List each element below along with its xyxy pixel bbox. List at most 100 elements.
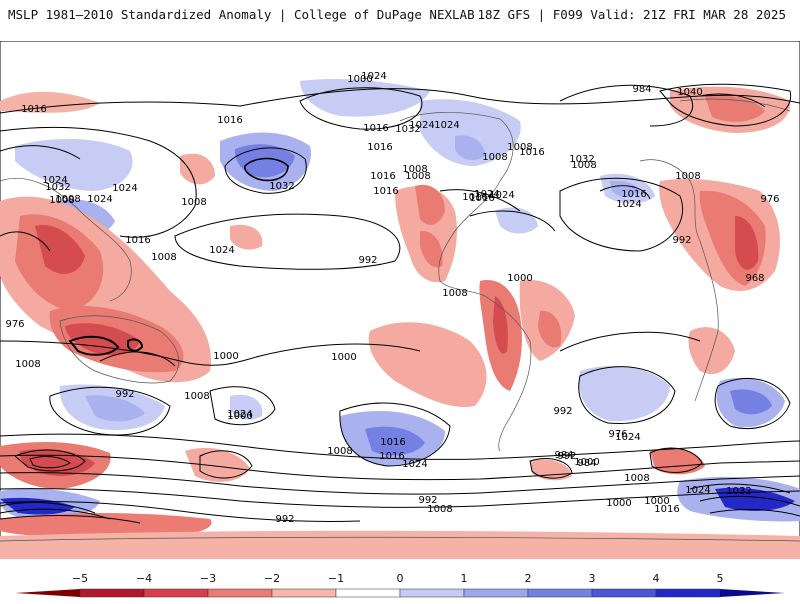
isobar-label: 1016 <box>519 147 544 158</box>
isobar-label: 1016 <box>125 235 150 246</box>
colorbar-tick-label: −5 <box>72 572 88 585</box>
colorbar-swatch <box>79 588 145 598</box>
isobar-label: 984 <box>577 458 596 469</box>
isobar-label: 976 <box>5 319 24 330</box>
isobar-label: 1008 <box>184 391 209 402</box>
isobar-label: 1008 <box>55 194 80 205</box>
isobar-label: 1008 <box>15 359 40 370</box>
colorbar-swatch <box>335 588 401 598</box>
isobar-label: 1016 <box>380 437 405 448</box>
isobar-label: 1008 <box>327 446 352 457</box>
isobar-label: 1032 <box>269 181 294 192</box>
colorbar-swatch <box>720 589 785 597</box>
isobar-label: 968 <box>745 273 764 284</box>
isobar-label: 1000 <box>644 496 669 507</box>
isobar-label: 1000 <box>507 273 532 284</box>
isobar-label: 1016 <box>367 142 392 153</box>
isobar-label: 1016 <box>379 451 404 462</box>
anomaly-map[interactable]: 1024 1016 1032 1024 1024 1016 1008 1016 1000 1016… <box>0 41 800 559</box>
isobar-label: 1008 <box>507 142 532 153</box>
isobar-label: 1024 <box>209 245 234 256</box>
isobar-label: 984 <box>632 84 651 95</box>
isobar-label: 1016 <box>462 192 487 203</box>
isobar-label: 1024 <box>489 190 514 201</box>
isobar-label: 1000 <box>606 498 631 509</box>
isobar-label: 976 <box>608 429 627 440</box>
isobar-label: 1024 <box>616 199 641 210</box>
isobar-label: 1016 <box>217 115 242 126</box>
colorbar-tick-label: −3 <box>200 572 216 585</box>
colorbar-swatch <box>143 588 209 598</box>
isobar-label: 1032 <box>395 124 420 135</box>
colorbar-swatch <box>271 588 337 598</box>
isobars <box>0 83 800 524</box>
isobar-label: 1024 <box>474 189 499 200</box>
colorbar-swatch <box>207 588 273 598</box>
isobar-label: 1024 <box>87 194 112 205</box>
isobar-label: 1040 <box>677 87 702 98</box>
colorbar-swatch <box>463 588 529 598</box>
isobar-label: 992 <box>358 255 377 266</box>
colorbar-tick-label: 2 <box>525 572 532 585</box>
isobar-label: 1024 <box>227 409 252 420</box>
isobar-label: 1024 <box>42 175 67 186</box>
header: MSLP 1981–2010 Standardized Anomaly | Co… <box>0 0 800 30</box>
isobar-label: 984 <box>554 450 573 461</box>
isobar-label: 992 <box>115 389 134 400</box>
map-title: MSLP 1981–2010 Standardized Anomaly | Co… <box>8 7 475 22</box>
isobar-label: 992 <box>557 451 576 462</box>
isobar-label: 1024 <box>685 485 710 496</box>
colorbar-tick-label: −1 <box>328 572 344 585</box>
colorbar-tick-label: −2 <box>264 572 280 585</box>
isobar-label: 992 <box>553 406 572 417</box>
anomaly-colorbar: −5 −4 −3 −2 −1 0 1 2 3 4 5 <box>0 565 800 600</box>
isobar-label: 1024 <box>402 459 427 470</box>
isobar-label: 1000 <box>331 352 356 363</box>
isobar-label: 1032 <box>726 486 751 497</box>
isobar-label: 1008 <box>405 171 430 182</box>
isobar-label: 1008 <box>482 152 507 163</box>
isobar-label: 992 <box>418 495 437 506</box>
colorbar-tick-label: −4 <box>136 572 152 585</box>
colorbar-swatch <box>15 589 80 597</box>
colorbar-tick-label: 0 <box>397 572 404 585</box>
isobar-label: 1008 <box>402 164 427 175</box>
isobar-label: 1008 <box>181 197 206 208</box>
colorbar-swatch <box>527 588 593 598</box>
isobar-label: 1000 <box>213 351 238 362</box>
model-run-info: 18Z GFS | F099 Valid: 21Z FRI MAR 28 202… <box>477 7 786 22</box>
colorbar-tick-label: 5 <box>717 572 724 585</box>
isobar-label: 1032 <box>45 182 70 193</box>
isobar-label: 1016 <box>621 189 646 200</box>
anomaly-fill <box>0 79 800 559</box>
isobar-label: 1024 <box>112 183 137 194</box>
isobar-label: 1008 <box>675 171 700 182</box>
isobar-label: 1008 <box>442 288 467 299</box>
isobar-label: 1016 <box>363 123 388 134</box>
isobar-label: 1016 <box>654 504 679 515</box>
isobar-label: 992 <box>672 235 691 246</box>
isobar-label: 1000 <box>347 74 372 85</box>
colorbar-swatch <box>655 588 721 598</box>
isobar-label: 1008 <box>624 473 649 484</box>
colorbar-swatches <box>15 588 785 598</box>
isobar-label: 1024 <box>361 71 386 82</box>
colorbar-tick-label: 3 <box>589 572 596 585</box>
isobar-label: 1008 <box>427 504 452 515</box>
isobar-label: 1016 <box>370 171 395 182</box>
isobar-label: 1000 <box>574 457 599 468</box>
isobar-label: 1032 <box>569 154 594 165</box>
isobar-label: 1016 <box>21 104 46 115</box>
isobar-label: 1024 <box>409 120 434 131</box>
isobar-label: 976 <box>760 194 779 205</box>
colorbar-swatch <box>591 588 657 598</box>
isobar-label: 1024 <box>615 432 640 443</box>
isobar-label: 1016 <box>469 193 494 204</box>
isobar-label: 1008 <box>49 195 74 206</box>
colorbar-tick-label: 1 <box>461 572 468 585</box>
isobar-label: 1024 <box>434 120 459 131</box>
isobar-label: 1008 <box>151 252 176 263</box>
isobar-label: 1016 <box>373 186 398 197</box>
